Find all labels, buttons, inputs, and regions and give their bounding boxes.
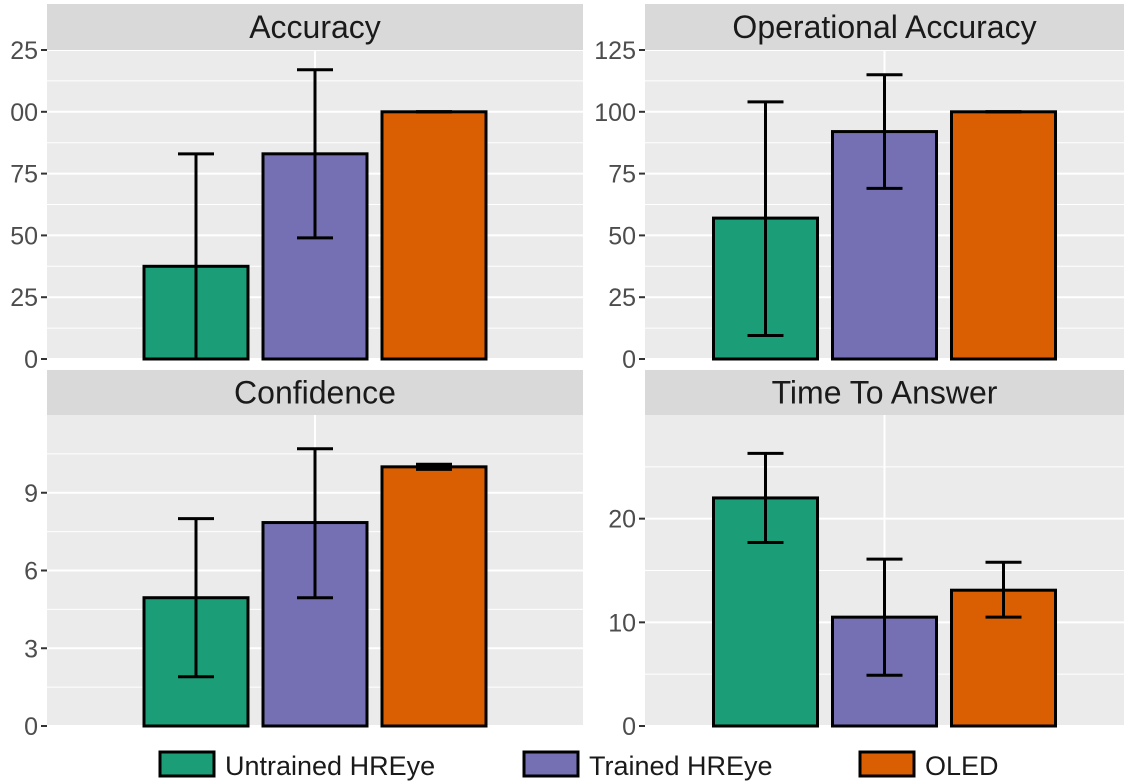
strip-header bbox=[645, 370, 1124, 415]
y-tick-label: 00 bbox=[10, 99, 38, 127]
y-tick-label: 3 bbox=[24, 635, 38, 663]
error-bar bbox=[297, 447, 333, 600]
legend: Untrained HREye Trained HREye OLED bbox=[158, 750, 999, 781]
error-bar bbox=[747, 451, 784, 545]
legend-label: Untrained HREye bbox=[225, 751, 435, 781]
facet-panel-2: Operational Accuracy 0 25 50 75 100 125 bbox=[594, 4, 1124, 374]
error-bar bbox=[866, 557, 903, 677]
y-tick-label: 50 bbox=[608, 222, 636, 250]
facet-title: Time To Answer bbox=[772, 375, 998, 411]
y-tick-label: 9 bbox=[24, 480, 38, 508]
error-bar bbox=[297, 68, 333, 240]
error-bar bbox=[178, 517, 214, 679]
error-bar bbox=[985, 560, 1022, 619]
bar-oled bbox=[950, 110, 1057, 361]
facet-panel-4: Time To Answer 0 10 20 bbox=[608, 370, 1124, 741]
legend-label: Trained HREye bbox=[589, 751, 773, 781]
bar-oled bbox=[380, 465, 488, 728]
legend-item: OLED bbox=[858, 750, 999, 781]
legend-item: Untrained HREye bbox=[158, 750, 435, 781]
y-tick-label: 25 bbox=[10, 37, 38, 65]
strip-header bbox=[47, 4, 583, 50]
y-tick-label: 0 bbox=[24, 713, 38, 741]
legend-key bbox=[858, 750, 916, 778]
legend-key bbox=[158, 750, 216, 778]
legend-key bbox=[522, 750, 580, 778]
y-tick-label: 75 bbox=[608, 161, 636, 189]
error-bar bbox=[747, 100, 784, 338]
facet-panel-1: Accuracy 0 25 50 75 00 25 bbox=[10, 4, 583, 374]
y-tick-label: 100 bbox=[594, 99, 636, 127]
y-tick-label: 25 bbox=[608, 284, 636, 312]
y-tick-label: 0 bbox=[24, 346, 38, 374]
strip-header bbox=[47, 370, 583, 415]
error-bar bbox=[866, 73, 903, 190]
error-bar bbox=[178, 152, 214, 361]
y-tick-label: 10 bbox=[608, 609, 636, 637]
error-bar bbox=[416, 462, 452, 471]
y-tick-label: 125 bbox=[594, 37, 636, 65]
y-tick-label: 75 bbox=[10, 161, 38, 189]
facet-title: Operational Accuracy bbox=[732, 9, 1036, 45]
y-tick-label: 6 bbox=[24, 558, 38, 586]
y-tick-label: 0 bbox=[622, 346, 636, 374]
strip-header bbox=[645, 4, 1124, 50]
facet-panel-3: Confidence 0 3 6 9 bbox=[24, 370, 583, 741]
legend-item: Trained HREye bbox=[522, 750, 773, 781]
facet-title: Accuracy bbox=[249, 9, 381, 45]
legend-label: OLED bbox=[925, 751, 999, 781]
y-tick-label: 50 bbox=[10, 222, 38, 250]
facet-title: Confidence bbox=[234, 375, 396, 411]
y-tick-label: 0 bbox=[622, 713, 636, 741]
y-tick-label: 25 bbox=[10, 284, 38, 312]
bar-oled bbox=[380, 110, 488, 361]
y-tick-label: 20 bbox=[608, 506, 636, 534]
